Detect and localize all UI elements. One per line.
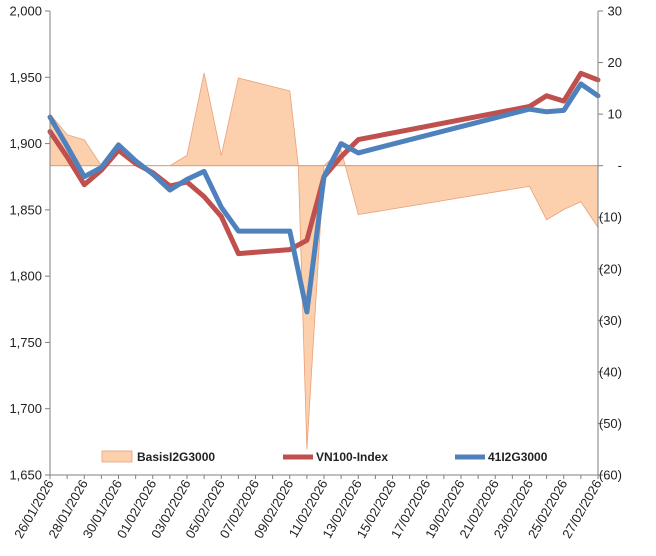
- y-left-tick-label: 1,900: [9, 136, 42, 151]
- y-right-tick-label: 20: [608, 55, 622, 70]
- y-left-tick-label: 1,800: [9, 269, 42, 284]
- legend-swatch-basis: [101, 450, 133, 463]
- series-basis-area: [49, 72, 599, 450]
- y-right-tick-label: (50): [599, 416, 622, 431]
- y-left-tick-label: 1,850: [9, 202, 42, 217]
- y-right-tick-label: -: [618, 158, 622, 173]
- area-layer: [49, 72, 599, 450]
- y-right-tick-label: 10: [608, 107, 622, 122]
- legend-label-basis: BasisI2G3000: [137, 450, 215, 464]
- y-left-tick-label: 1,750: [9, 335, 42, 350]
- chart-legend: BasisI2G3000 VN100-Index 41I2G3000: [101, 450, 548, 464]
- y-right-tick-label: (10): [599, 210, 622, 225]
- y-right-tick-label: (40): [599, 364, 622, 379]
- y-left-tick-label: 1,950: [9, 70, 42, 85]
- line-layer: [47, 70, 601, 315]
- y-left-tick-label: 1,650: [9, 468, 42, 483]
- y-right-tick-label: (60): [599, 468, 622, 483]
- y-left-tick-label: 1,700: [9, 401, 42, 416]
- series-41i2g3000-line: [47, 81, 601, 315]
- y-right-tick-label: (20): [599, 261, 622, 276]
- legend-label-vn100: VN100-Index: [316, 450, 388, 464]
- y-right-tick-label: 30: [608, 4, 622, 19]
- series-vn100-line: [47, 70, 601, 257]
- y-right-tick-label: (30): [599, 313, 622, 328]
- y-left-tick-label: 2,000: [9, 4, 42, 19]
- legend-label-41i2g3000: 41I2G3000: [488, 450, 548, 464]
